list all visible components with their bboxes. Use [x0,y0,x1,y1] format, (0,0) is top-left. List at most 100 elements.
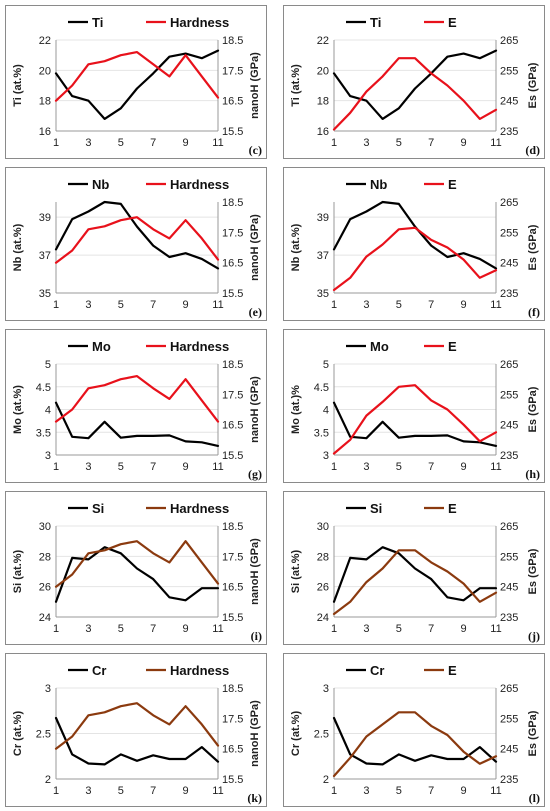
y2-tick-label: 16.5 [222,582,243,594]
y-axis-title: Si (at.%) [12,549,24,593]
y2-axis-title: nanoH (GPa) [249,376,261,443]
y-tick-label: 30 [39,521,51,533]
series-line-e [332,711,498,778]
x-tick-label: 5 [396,137,402,149]
x-tick-label: 3 [85,623,91,635]
y-tick-label: 20 [317,65,329,77]
y-tick-label: 2.5 [314,729,329,741]
y-tick-label: 3 [323,683,329,695]
chart-panel: 35 37 39 15.5 16.5 17.5 18.5 1 3 5 7 9 11 Nb (at.%) na… [5,167,267,321]
y-tick-label: 39 [39,212,51,224]
y2-tick-label: 245 [500,258,518,270]
legend-label: Si [370,501,382,516]
y-tick-label: 37 [39,250,51,262]
y2-tick-label: 18.5 [222,683,243,695]
x-tick-label: 3 [363,785,369,797]
y-axis-title: Nb (at.%) [290,223,302,271]
x-tick-label: 7 [150,461,156,473]
y-tick-label: 35 [39,288,51,300]
legend-label: Mo [370,339,389,354]
x-tick-label: 9 [183,299,189,311]
x-tick-label: 7 [150,623,156,635]
y-tick-label: 26 [39,582,51,594]
y2-tick-label: 16.5 [222,258,243,270]
x-tick-label: 11 [212,299,223,311]
legend-label: Cr [370,663,384,678]
x-tick-label: 5 [396,461,402,473]
x-tick-label: 9 [461,785,467,797]
y-tick-label: 18 [39,96,51,108]
y2-tick-label: 17.5 [222,551,243,563]
legend: Ti Hardness [68,15,229,30]
panel-letter: (e) [249,305,262,319]
y2-tick-label: 235 [500,612,518,624]
panel-letter: (g) [248,467,262,481]
panel-letter: (k) [247,791,262,805]
y2-tick-label: 255 [500,713,518,725]
y2-tick-label: 265 [500,521,518,533]
y2-tick-label: 18.5 [222,197,243,209]
x-tick-label: 5 [118,299,124,311]
chart-panel: 2 2.5 3 235 245 255 265 1 3 5 7 9 11 Cr (at.%) Es (GPa… [283,653,545,807]
legend-label: E [448,339,457,354]
legend-label: Nb [92,177,109,192]
y-tick-label: 4.5 [314,382,329,394]
y-tick-label: 5 [45,359,51,371]
x-tick-label: 5 [396,785,402,797]
series-line-e [332,226,498,292]
legend-label: Mo [92,339,111,354]
y-tick-label: 4 [45,405,51,417]
series-line-hardness [54,702,220,750]
y-tick-label: 3 [45,683,51,695]
y-tick-label: 39 [317,212,329,224]
panel-letter: (f) [528,305,540,319]
x-tick-label: 3 [363,299,369,311]
y-tick-label: 5 [323,359,329,371]
y-tick-label: 3 [45,450,51,462]
panel-letter: (l) [529,791,540,805]
y-tick-label: 20 [39,65,51,77]
y2-tick-label: 18.5 [222,35,243,47]
y2-tick-label: 235 [500,450,518,462]
series-line-e [332,57,498,131]
y-tick-label: 16 [39,126,51,138]
y2-tick-label: 255 [500,227,518,239]
legend-label: Hardness [170,15,229,30]
x-tick-label: 11 [212,461,223,473]
y2-tick-label: 18.5 [222,359,243,371]
panel-letter: (d) [525,143,540,157]
legend-label: Cr [92,663,106,678]
y2-tick-label: 15.5 [222,612,243,624]
x-tick-label: 5 [118,461,124,473]
legend-label: E [448,501,457,516]
x-tick-label: 1 [331,461,337,473]
chart-panel: 3 3.5 4 4.5 5 235 245 255 265 1 3 5 7 9 11 Mo (at.)% Es … [283,329,545,483]
x-tick-label: 7 [150,785,156,797]
y2-tick-label: 16.5 [222,420,243,432]
series-line-ti [54,49,220,121]
x-tick-label: 3 [363,137,369,149]
legend-label: Hardness [170,663,229,678]
series-line-hardness [54,374,220,423]
y-tick-label: 37 [317,250,329,262]
y2-axis-title: nanoH (GPa) [249,700,261,767]
legend-label: E [448,15,457,30]
panel-letter: (h) [525,467,540,481]
x-tick-label: 11 [212,623,223,635]
x-tick-label: 7 [428,461,434,473]
x-tick-label: 3 [363,623,369,635]
y-tick-label: 35 [317,288,329,300]
x-tick-label: 9 [461,299,467,311]
series-line-nb [332,200,498,270]
line-chart: 2 2.5 3 235 245 255 265 1 3 5 7 9 11 Cr (at.%) Es (GPa… [290,663,540,805]
y2-tick-label: 245 [500,744,518,756]
legend: Mo Hardness [68,339,229,354]
chart-panel: 16 18 20 22 235 245 255 265 1 3 5 7 9 11 Ti (at.%) Es (… [283,5,545,159]
series-line-si [54,546,220,603]
legend: Si Hardness [68,501,229,516]
x-tick-label: 11 [490,299,501,311]
y2-tick-label: 265 [500,359,518,371]
y2-tick-label: 16.5 [222,96,243,108]
y-tick-label: 28 [39,551,51,563]
